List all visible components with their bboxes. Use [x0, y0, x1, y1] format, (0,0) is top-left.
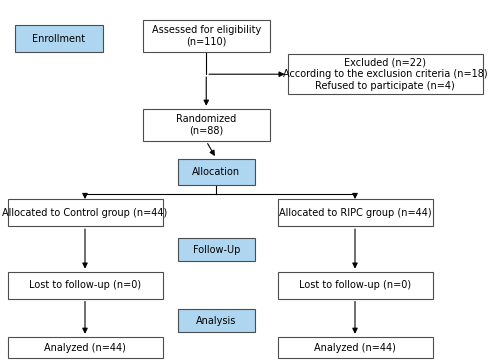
Text: Follow-Up: Follow-Up — [192, 245, 240, 254]
Text: Lost to follow-up (n=0): Lost to follow-up (n=0) — [299, 280, 411, 290]
FancyBboxPatch shape — [178, 309, 255, 332]
Text: Allocation: Allocation — [192, 167, 240, 177]
Text: Randomized
(n=88): Randomized (n=88) — [176, 114, 236, 136]
FancyBboxPatch shape — [142, 20, 270, 52]
FancyBboxPatch shape — [142, 109, 270, 141]
FancyBboxPatch shape — [8, 272, 162, 299]
Text: Analyzed (n=44): Analyzed (n=44) — [44, 342, 126, 353]
FancyBboxPatch shape — [8, 337, 162, 358]
FancyBboxPatch shape — [278, 337, 432, 358]
FancyBboxPatch shape — [8, 199, 162, 226]
Text: Enrollment: Enrollment — [32, 34, 86, 44]
Text: Lost to follow-up (n=0): Lost to follow-up (n=0) — [29, 280, 141, 290]
FancyBboxPatch shape — [15, 25, 102, 52]
FancyBboxPatch shape — [288, 54, 482, 94]
Text: Analyzed (n=44): Analyzed (n=44) — [314, 342, 396, 353]
FancyBboxPatch shape — [178, 159, 255, 185]
Text: Excluded (n=22)
According to the exclusion criteria (n=18)
Refused to participat: Excluded (n=22) According to the exclusi… — [282, 58, 488, 91]
FancyBboxPatch shape — [178, 238, 255, 261]
Text: Allocated to Control group (n=44): Allocated to Control group (n=44) — [2, 208, 168, 218]
FancyBboxPatch shape — [278, 272, 432, 299]
FancyBboxPatch shape — [278, 199, 432, 226]
Text: Analysis: Analysis — [196, 316, 236, 325]
Text: Allocated to RIPC group (n=44): Allocated to RIPC group (n=44) — [278, 208, 432, 218]
Text: Assessed for eligibility
(n=110): Assessed for eligibility (n=110) — [152, 25, 261, 47]
